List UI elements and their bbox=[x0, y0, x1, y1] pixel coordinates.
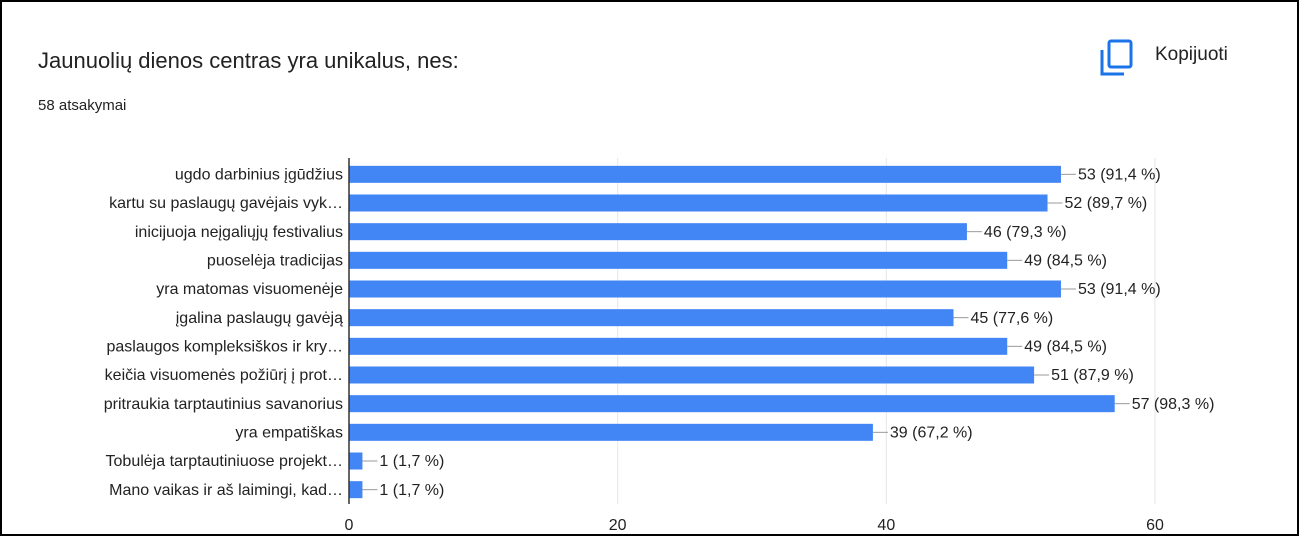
y-tick-label: ugdo darbinius įgūdžius bbox=[175, 167, 343, 184]
y-tick-label: Tobulėja tarptautiniuose projekt… bbox=[106, 453, 343, 470]
x-tick-label: 40 bbox=[877, 517, 895, 534]
bar bbox=[349, 309, 954, 327]
x-tick-label: 0 bbox=[345, 517, 354, 534]
bar bbox=[349, 423, 873, 441]
bar bbox=[349, 337, 1008, 355]
value-label: 53 (91,4 %) bbox=[1078, 281, 1161, 298]
copy-icon bbox=[1100, 50, 1124, 76]
y-tick-label: yra matomas visuomenėje bbox=[156, 281, 343, 298]
y-tick-label: keičia visuomenės požiūrį į prot… bbox=[105, 367, 343, 384]
value-label: 51 (87,9 %) bbox=[1051, 367, 1134, 384]
value-label: 52 (89,7 %) bbox=[1065, 195, 1148, 212]
copy-button[interactable]: Kopijuoti bbox=[1100, 39, 1228, 76]
bar bbox=[349, 223, 967, 241]
y-tick-label: puoselėja tradicijas bbox=[207, 253, 343, 270]
y-tick-label: Mano vaikas ir aš laimingi, kad… bbox=[109, 482, 343, 499]
bar bbox=[349, 165, 1061, 183]
bar bbox=[349, 452, 363, 470]
bar bbox=[349, 251, 1008, 269]
copy-icon bbox=[1107, 39, 1133, 69]
value-label: 57 (98,3 %) bbox=[1132, 396, 1215, 413]
x-tick-label: 20 bbox=[609, 517, 627, 534]
bar bbox=[349, 395, 1115, 413]
value-label: 1 (1,7 %) bbox=[379, 453, 444, 470]
value-label: 49 (84,5 %) bbox=[1024, 253, 1107, 270]
y-tick-label: įgalina paslaugų gavėją bbox=[176, 310, 343, 327]
value-label: 49 (84,5 %) bbox=[1024, 339, 1107, 356]
chart-title: Jaunuolių dienos centras yra unikalus, n… bbox=[38, 48, 459, 73]
value-label: 39 (67,2 %) bbox=[890, 425, 973, 442]
value-label: 53 (91,4 %) bbox=[1078, 167, 1161, 184]
value-label: 45 (77,6 %) bbox=[971, 310, 1054, 327]
bar bbox=[349, 280, 1061, 298]
bar bbox=[349, 481, 363, 499]
value-label: 46 (79,3 %) bbox=[984, 224, 1067, 241]
value-label: 1 (1,7 %) bbox=[379, 482, 444, 499]
y-tick-label: inicijuoja neįgaliųjų festivalius bbox=[135, 224, 343, 241]
y-tick-label: paslaugos kompleksiškos ir kry… bbox=[106, 339, 343, 356]
y-tick-label: yra empatiškas bbox=[235, 425, 343, 442]
copy-label: Kopijuoti bbox=[1155, 44, 1228, 65]
x-tick-label: 60 bbox=[1146, 517, 1164, 534]
y-tick-label: kartu su paslaugų gavėjais vyk… bbox=[109, 195, 343, 212]
bar bbox=[349, 194, 1048, 212]
y-tick-label: pritraukia tarptautinius savanorius bbox=[104, 396, 343, 413]
response-count: 58 atsakymai bbox=[38, 97, 126, 114]
bar bbox=[349, 366, 1035, 384]
